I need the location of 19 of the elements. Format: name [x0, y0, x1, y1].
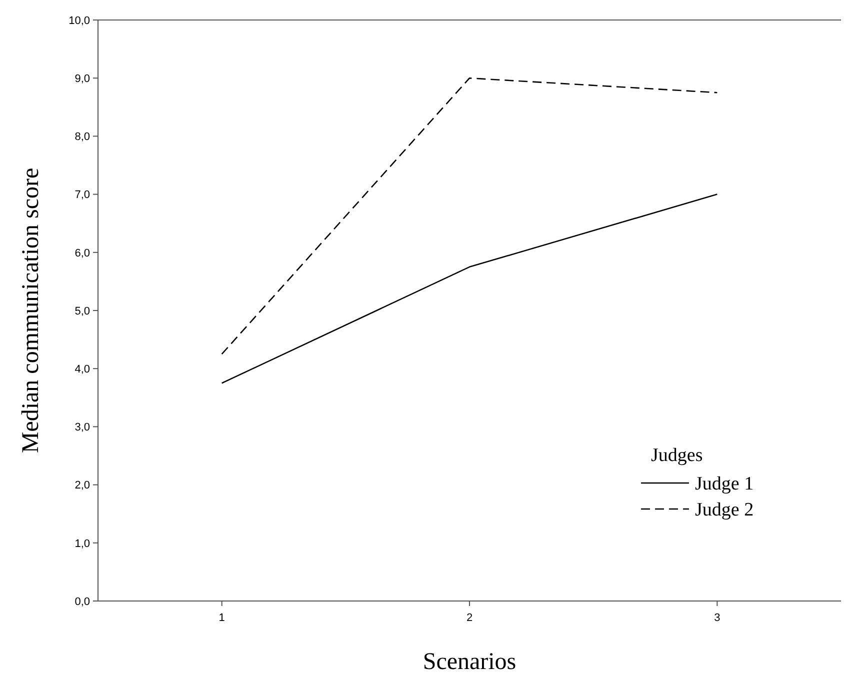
- y-tick-label: 3,0: [74, 422, 90, 434]
- x-tick-label: 3: [714, 612, 720, 624]
- y-tick-label: 9,0: [74, 72, 90, 85]
- legend-label: Judge 1: [695, 474, 754, 495]
- x-tick-label: 1: [218, 612, 225, 624]
- y-axis-title: Median communication score: [18, 168, 44, 454]
- y-tick-label: 10,0: [68, 14, 90, 27]
- y-tick-label: 1,0: [74, 538, 90, 550]
- y-tick-label: 2,0: [74, 480, 90, 492]
- x-tick-label: 2: [466, 612, 473, 624]
- y-tick-label: 7,0: [74, 189, 90, 202]
- x-axis-title: Scenarios: [422, 649, 516, 675]
- y-tick-label: 5,0: [74, 305, 90, 318]
- legend-label: Judge 2: [695, 500, 754, 521]
- y-tick-label: 4,0: [74, 363, 90, 376]
- y-tick-label: 8,0: [74, 131, 90, 144]
- y-tick-label: 6,0: [74, 247, 90, 260]
- legend-title: Judges: [651, 445, 703, 466]
- y-tick-label: 0,0: [74, 596, 90, 608]
